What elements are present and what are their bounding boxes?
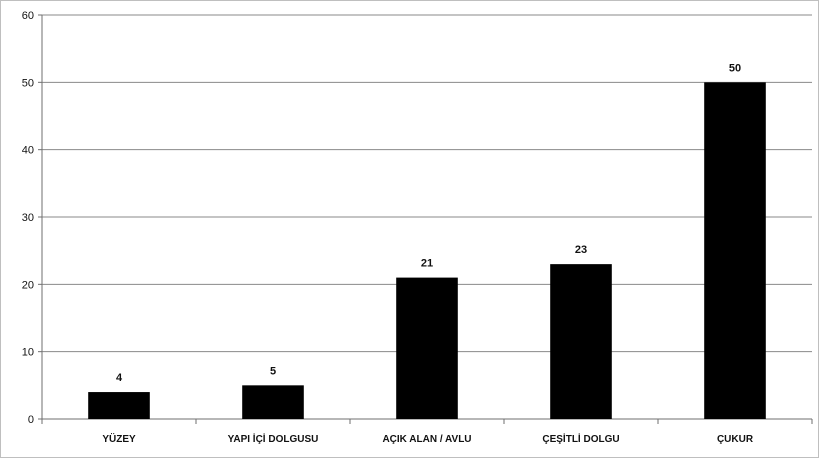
- category-label: YAPI İÇİ DOLGUSU: [228, 432, 319, 445]
- bar: [550, 264, 612, 419]
- y-tick-label: 0: [28, 414, 34, 426]
- category-label: ÇEŞİTLİ DOLGU: [542, 432, 619, 445]
- data-label: 5: [270, 365, 276, 377]
- bar: [396, 277, 458, 419]
- y-tick-label: 50: [22, 77, 34, 89]
- data-label: 21: [421, 258, 433, 270]
- data-label: 50: [729, 62, 741, 74]
- y-tick-label: 30: [22, 212, 34, 224]
- bar: [88, 392, 150, 419]
- bar: [242, 385, 304, 419]
- y-tick-label: 20: [22, 279, 34, 291]
- bar: [704, 82, 766, 419]
- data-label: 4: [116, 372, 123, 384]
- y-tick-label: 10: [22, 347, 34, 359]
- category-label: AÇIK ALAN / AVLU: [382, 434, 471, 445]
- y-tick-label: 40: [22, 145, 34, 157]
- category-label: YÜZEY: [102, 432, 136, 445]
- data-label: 23: [575, 244, 587, 256]
- y-tick-label: 60: [22, 10, 34, 22]
- category-label: ÇUKUR: [717, 434, 754, 445]
